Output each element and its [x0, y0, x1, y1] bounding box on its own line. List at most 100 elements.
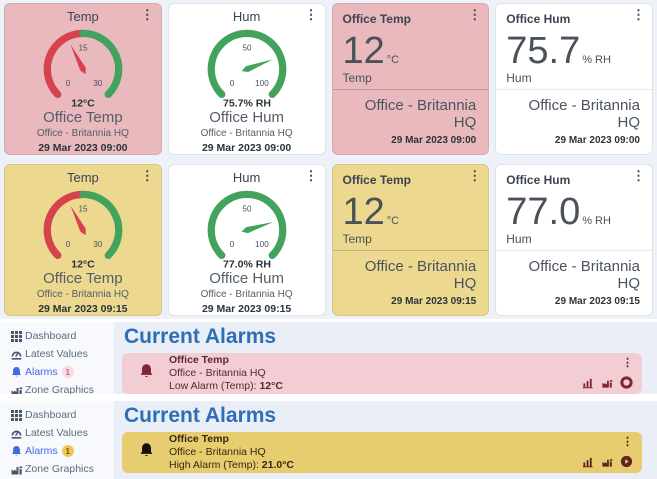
sidebar-item-dashboard[interactable]: Dashboard — [10, 327, 114, 345]
sidebar: Dashboard Latest Values Alarms 1 Zone Gr… — [0, 401, 114, 479]
sidebar-item-alarms[interactable]: Alarms 1 — [10, 363, 114, 381]
sensor-location: Office - Britannia HQ — [200, 128, 293, 139]
svg-text:100: 100 — [255, 79, 269, 88]
sensor-unit: °C — [386, 215, 400, 227]
widget-card-hum-gauge: ⋮ Hum 0 50 100 77.0% RH Office Hum Offic… — [167, 164, 326, 316]
alarm-sensor-name: Office Temp — [169, 433, 229, 445]
sensor-value: 75.7 — [506, 30, 581, 72]
sensor-location: Office - Britannia HQ — [36, 289, 129, 300]
bell-icon — [10, 445, 25, 458]
hum-gauge: 0 50 100 75.7% RH — [207, 29, 286, 110]
alarm-condition: Low Alarm (Temp): 12°C — [169, 380, 283, 392]
sensor-location: Office - Britannia HQ — [528, 97, 640, 131]
reading-timestamp: 29 Mar 2023 09:00 — [391, 135, 477, 146]
svg-text:0: 0 — [229, 79, 234, 88]
svg-text:50: 50 — [242, 43, 252, 52]
alarm-menu-kebab-icon[interactable]: ⋮ — [622, 357, 633, 369]
card-menu-kebab-icon[interactable]: ⋮ — [304, 168, 318, 183]
card-title: Hum — [232, 9, 261, 24]
alarm-row-low[interactable]: Office Temp Office - Britannia HQ Low Al… — [122, 353, 642, 394]
sidebar-item-latest-values[interactable]: Latest Values — [10, 424, 114, 442]
stop-alarm-icon[interactable] — [620, 376, 633, 389]
alarm-bell-icon — [138, 442, 155, 464]
grid-icon — [10, 409, 25, 422]
svg-text:15: 15 — [78, 204, 88, 213]
sensor-value: 12 — [342, 30, 385, 72]
sensor-name: Office Hum — [209, 270, 284, 287]
sidebar-item-label: Zone Graphics — [25, 384, 94, 394]
card-title: Office Hum — [506, 12, 571, 26]
card-menu-kebab-icon[interactable]: ⋮ — [304, 7, 318, 22]
card-title: Office Hum — [506, 173, 571, 187]
sidebar: Dashboard Latest Values Alarms 1 Zone Gr… — [0, 322, 114, 394]
sensor-location: Office - Britannia HQ — [528, 258, 640, 292]
widget-card-temp-value: ⋮ Office Temp 12 °C Temp Office - Britan… — [331, 3, 490, 155]
card-menu-kebab-icon[interactable]: ⋮ — [140, 168, 154, 183]
sensor-location: Office - Britannia HQ — [364, 97, 477, 131]
zone-graphics-icon — [10, 384, 25, 394]
sensor-label: Hum — [506, 71, 532, 85]
sidebar-item-label: Latest Values — [25, 348, 88, 360]
temp-gauge: 0 15 30 12°C — [43, 190, 123, 271]
card-menu-kebab-icon[interactable]: ⋮ — [632, 7, 645, 22]
reading-timestamp: 29 Mar 2023 09:15 — [391, 296, 477, 307]
sensor-label: Temp — [342, 71, 372, 85]
sidebar-item-dashboard[interactable]: Dashboard — [10, 406, 114, 424]
gauge-needle-icon — [70, 44, 86, 75]
card-divider — [496, 89, 652, 90]
zone-graphics-icon[interactable] — [601, 377, 613, 389]
widget-card-temp-gauge: ⋮ Temp 0 15 30 12°C Office Temp Office -… — [4, 164, 162, 316]
svg-text:0: 0 — [66, 240, 71, 249]
gauge-icon — [10, 348, 25, 361]
alarms-count-badge: 1 — [61, 445, 74, 457]
sensor-location: Office - Britannia HQ — [200, 289, 293, 300]
widget-card-temp-value: ⋮ Office Temp 12 °C Temp Office - Britan… — [331, 164, 490, 316]
gauge-needle-icon — [70, 205, 86, 236]
gauge-needle-icon — [241, 222, 274, 234]
sidebar-item-label: Dashboard — [25, 409, 77, 421]
card-title: Hum — [232, 170, 261, 185]
gauge-value: 75.7% RH — [223, 98, 271, 110]
reading-timestamp: 29 Mar 2023 09:15 — [201, 303, 292, 315]
card-menu-kebab-icon[interactable]: ⋮ — [468, 7, 482, 22]
hum-gauge: 0 50 100 77.0% RH — [207, 190, 286, 271]
sidebar-item-zone-graphics[interactable]: Zone Graphics — [10, 460, 114, 478]
page-title: Current Alarms — [124, 325, 277, 348]
history-chart-icon[interactable] — [582, 456, 594, 468]
alarm-menu-kebab-icon[interactable]: ⋮ — [622, 436, 633, 448]
gauge-icon — [10, 427, 25, 440]
widget-card-hum-value: ⋮ Office Hum 77.0 % RH Hum Office - Brit… — [495, 164, 653, 316]
svg-text:100: 100 — [255, 240, 269, 249]
gauge-value: 77.0% RH — [223, 259, 271, 271]
play-alarm-icon[interactable] — [620, 455, 633, 468]
card-title: Office Temp — [342, 12, 411, 26]
sensor-unit: °C — [386, 54, 400, 66]
sensor-name: Office Temp — [43, 270, 123, 287]
widget-card-hum-value: ⋮ Office Hum 75.7 % RH Hum Office - Brit… — [495, 3, 653, 155]
card-menu-kebab-icon[interactable]: ⋮ — [632, 168, 645, 183]
sidebar-item-zone-graphics[interactable]: Zone Graphics — [10, 381, 114, 394]
card-menu-kebab-icon[interactable]: ⋮ — [468, 168, 482, 183]
sidebar-item-label: Latest Values — [25, 427, 88, 439]
sidebar-item-label: Zone Graphics — [25, 463, 94, 475]
alarms-view-high: Dashboard Latest Values Alarms 1 Zone Gr… — [0, 401, 657, 479]
sidebar-item-alarms[interactable]: Alarms 1 — [10, 442, 114, 460]
reading-timestamp: 29 Mar 2023 09:15 — [38, 303, 128, 315]
page-title: Current Alarms — [124, 404, 277, 427]
alarm-value: 21.0°C — [261, 459, 294, 471]
card-title: Temp — [66, 9, 99, 24]
sidebar-item-label: Alarms — [25, 366, 58, 378]
sensor-location: Office - Britannia HQ — [364, 258, 477, 292]
widget-card-temp-gauge: ⋮ Temp 0 15 30 12°C Office Temp Office -… — [4, 3, 162, 155]
card-menu-kebab-icon[interactable]: ⋮ — [140, 7, 154, 22]
svg-text:15: 15 — [78, 43, 88, 52]
sidebar-item-latest-values[interactable]: Latest Values — [10, 345, 114, 363]
card-divider — [332, 250, 489, 251]
history-chart-icon[interactable] — [582, 377, 594, 389]
alarm-condition: High Alarm (Temp): 21.0°C — [169, 459, 294, 471]
alarm-row-high[interactable]: Office Temp Office - Britannia HQ High A… — [122, 432, 642, 473]
alarm-bell-icon — [138, 363, 155, 385]
alarm-value: 12°C — [259, 380, 283, 392]
zone-graphics-icon[interactable] — [601, 456, 613, 468]
sensor-unit: % RH — [582, 54, 611, 66]
